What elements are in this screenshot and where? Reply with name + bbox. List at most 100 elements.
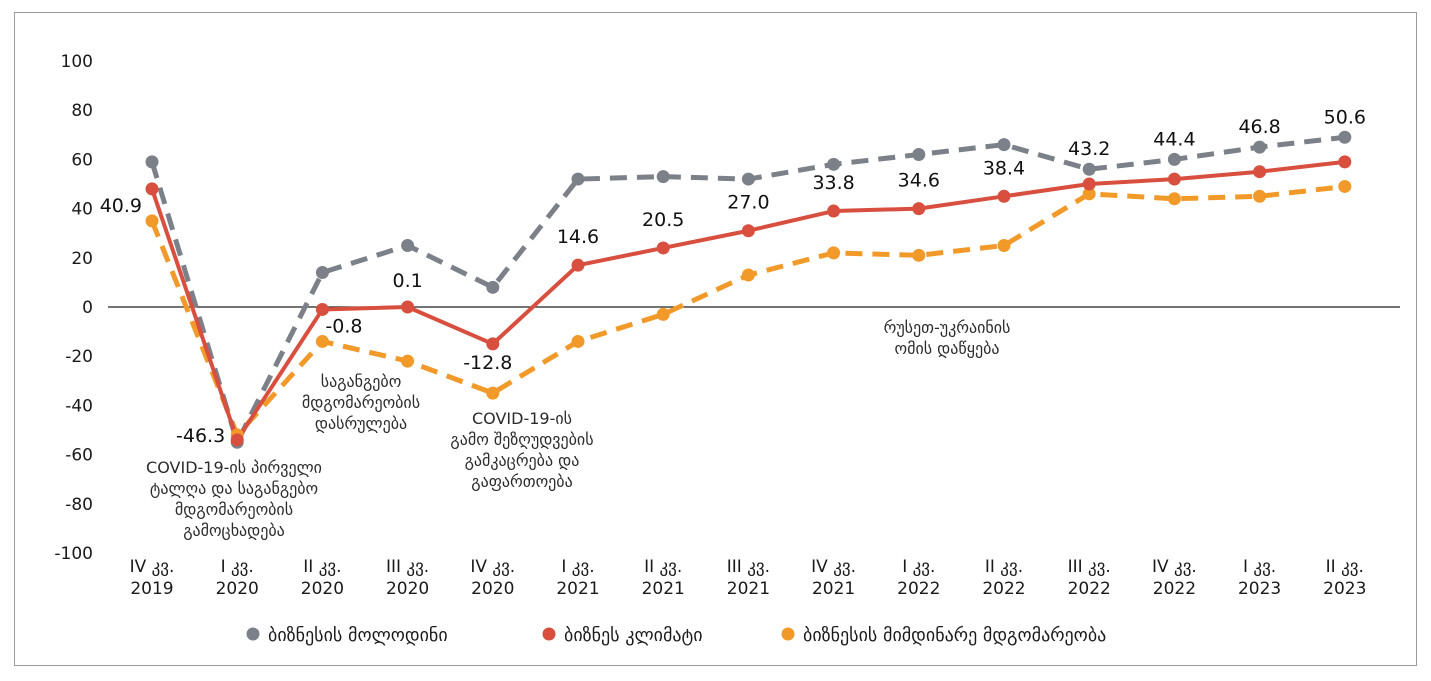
- data-label: 20.5: [642, 209, 684, 231]
- x-tick-year: 2020: [471, 579, 514, 599]
- annotation-text: გამოცხადება: [183, 521, 285, 540]
- x-tick-year: 2022: [1068, 579, 1111, 599]
- x-tick-quarter: I კვ.: [902, 557, 935, 577]
- data-label: -46.3: [176, 425, 225, 447]
- series-point-2: [741, 268, 755, 282]
- series-point-2: [1082, 187, 1096, 201]
- x-tick-year: 2019: [130, 579, 173, 599]
- series-point-1: [656, 241, 670, 255]
- legend-label: ბიზნესის მოლოდინი: [268, 625, 448, 646]
- series-point-1: [571, 258, 585, 272]
- data-label: -0.8: [325, 315, 362, 337]
- series-point-2: [827, 246, 841, 260]
- series-point-2: [571, 334, 585, 348]
- x-tick-quarter: III კვ.: [727, 557, 770, 577]
- series-point-0: [145, 155, 159, 169]
- x-tick-quarter: I კვ.: [221, 557, 254, 577]
- data-label: 38.4: [983, 157, 1025, 179]
- y-tick-label: 60: [71, 150, 93, 170]
- y-tick-label: 0: [82, 298, 93, 318]
- series-point-2: [486, 386, 500, 400]
- x-tick-year: 2021: [642, 579, 685, 599]
- x-tick-quarter: II კვ.: [985, 557, 1023, 577]
- series-point-1: [486, 337, 500, 351]
- series-point-1: [230, 433, 244, 447]
- series-point-1: [1338, 155, 1352, 169]
- annotation-text: საგანგებო: [321, 372, 402, 391]
- y-tick-label: 40: [71, 200, 93, 220]
- series-point-1: [315, 302, 329, 316]
- chart-frame: [14, 12, 1417, 666]
- x-tick-year: 2022: [1153, 579, 1196, 599]
- data-label: 44.4: [1153, 128, 1195, 150]
- series-point-0: [827, 157, 841, 171]
- x-tick-quarter: IV კვ.: [130, 557, 175, 577]
- y-tick-label: 80: [71, 101, 93, 121]
- y-tick-label: -40: [65, 396, 93, 416]
- annotation-text: ტალღა და საგანგებო: [150, 479, 318, 498]
- x-tick-year: 2020: [301, 579, 344, 599]
- x-tick-year: 2021: [727, 579, 770, 599]
- series-point-0: [315, 266, 329, 280]
- legend-marker: [246, 627, 260, 641]
- x-tick-quarter: III კვ.: [386, 557, 429, 577]
- annotation-text: COVID-19-ის: [472, 409, 572, 428]
- x-tick-year: 2023: [1323, 579, 1366, 599]
- y-tick-label: -60: [65, 446, 93, 466]
- series-point-1: [1253, 165, 1267, 179]
- data-label: 43.2: [1068, 138, 1110, 160]
- x-tick-quarter: II კვ.: [1326, 557, 1364, 577]
- series-point-0: [401, 239, 415, 252]
- x-tick-year: 2020: [386, 579, 429, 599]
- series-point-2: [401, 354, 415, 368]
- annotation-text: გამკაცრება და: [465, 451, 580, 470]
- legend-label: ბიზნესის მიმდინარე მდგომარეობა: [803, 625, 1106, 646]
- annotation-text: COVID-19-ის პირველი: [146, 458, 322, 477]
- y-tick-label: -80: [65, 495, 93, 515]
- data-label: 46.8: [1238, 116, 1280, 138]
- series-point-2: [656, 307, 670, 321]
- legend-marker: [781, 627, 795, 641]
- series-point-1: [1082, 177, 1096, 191]
- x-tick-quarter: IV კვ.: [1152, 557, 1197, 577]
- series-point-0: [997, 138, 1011, 152]
- series-point-0: [571, 172, 585, 186]
- x-tick-quarter: IV კვ.: [811, 557, 856, 577]
- y-tick-label: 100: [61, 52, 93, 72]
- series-point-1: [145, 182, 159, 196]
- x-tick-year: 2022: [897, 579, 940, 599]
- series-point-1: [1167, 172, 1181, 186]
- x-tick-quarter: II კვ.: [644, 557, 682, 577]
- x-tick-year: 2023: [1238, 579, 1281, 599]
- series-point-2: [315, 334, 329, 348]
- series-point-0: [1253, 140, 1267, 154]
- x-tick-year: 2022: [982, 579, 1025, 599]
- x-tick-quarter: III კვ.: [1068, 557, 1111, 577]
- series-point-2: [912, 248, 926, 262]
- series-point-2: [1167, 192, 1181, 206]
- x-tick-year: 2021: [812, 579, 855, 599]
- data-label: 34.6: [898, 170, 940, 192]
- series-point-1: [741, 224, 755, 238]
- series-point-0: [1082, 162, 1096, 176]
- annotation-text: დასრულება: [315, 414, 407, 433]
- series-point-2: [1253, 189, 1267, 203]
- annotation-text: გაფართოება: [471, 472, 572, 491]
- series-point-2: [997, 239, 1011, 252]
- series-point-1: [401, 300, 415, 314]
- y-tick-label: -20: [65, 347, 93, 367]
- legend-label: ბიზნეს კლიმატი: [564, 625, 703, 646]
- series-point-0: [1338, 130, 1352, 144]
- x-tick-quarter: II კვ.: [303, 557, 341, 577]
- legend-marker: [542, 627, 556, 641]
- annotation-text: რუსეთ-უკრაინის: [884, 318, 1011, 337]
- series-point-2: [1338, 179, 1352, 193]
- data-label: 40.9: [100, 195, 142, 217]
- x-tick-year: 2020: [216, 579, 259, 599]
- data-label: 0.1: [392, 270, 422, 292]
- x-tick-quarter: I კვ.: [1243, 557, 1276, 577]
- x-tick-year: 2021: [556, 579, 599, 599]
- series-point-1: [827, 204, 841, 218]
- x-tick-quarter: IV კვ.: [470, 557, 515, 577]
